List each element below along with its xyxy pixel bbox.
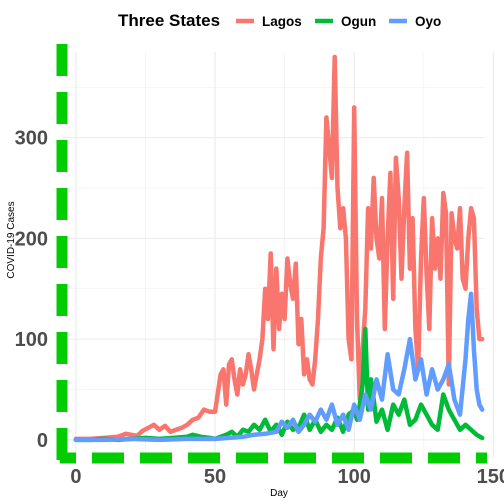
x-tick-label: 0 bbox=[70, 466, 81, 488]
series-line-lagos bbox=[73, 54, 485, 442]
legend-label-oyo: Oyo bbox=[415, 14, 441, 29]
legend: Three States Lagos Ogun Oyo bbox=[118, 11, 441, 30]
legend-label-lagos: Lagos bbox=[262, 14, 302, 29]
x-tick-label: 50 bbox=[204, 466, 226, 488]
axes: 0 100 200 300 0 50 100 150 bbox=[15, 44, 504, 488]
y-tick-label: 100 bbox=[15, 329, 48, 351]
legend-title: Three States bbox=[118, 11, 220, 30]
y-tick-label: 0 bbox=[37, 430, 48, 452]
series-line-oyo bbox=[73, 291, 485, 443]
y-tick-label: 200 bbox=[15, 228, 48, 250]
legend-label-ogun: Ogun bbox=[341, 14, 376, 29]
y-tick-label: 300 bbox=[15, 128, 48, 150]
x-tick-label: 100 bbox=[338, 466, 371, 488]
y-axis-title: COVID-19 Cases bbox=[6, 201, 17, 278]
series-lines bbox=[73, 54, 485, 443]
gridlines bbox=[62, 52, 494, 458]
x-tick-label: 150 bbox=[477, 466, 504, 488]
x-axis-title: Day bbox=[270, 488, 288, 499]
